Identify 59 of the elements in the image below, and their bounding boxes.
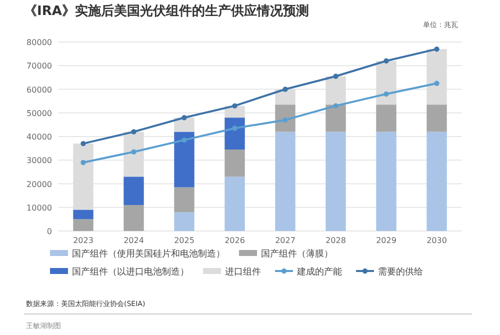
bar xyxy=(426,132,447,231)
y-tick-label: 30000 xyxy=(26,156,52,166)
legend-label: 建成的产能 xyxy=(296,266,342,278)
bar xyxy=(174,187,194,212)
y-tick-label: 60000 xyxy=(26,85,52,94)
point xyxy=(282,86,288,92)
bar xyxy=(174,118,194,132)
x-tick-label: 2028 xyxy=(326,236,346,245)
point xyxy=(182,115,187,120)
point xyxy=(131,149,136,154)
bar xyxy=(376,104,396,132)
chart-title: 《IRA》实施后美国光伏组件的生产供应情况预测 xyxy=(24,3,309,19)
y-tick-label: 0 xyxy=(46,227,52,236)
bar xyxy=(275,104,296,132)
point xyxy=(333,103,338,108)
legend-label: 进口组件 xyxy=(225,266,261,278)
x-tick-label: 2030 xyxy=(426,236,447,245)
x-tick-label: 2023 xyxy=(73,236,94,245)
point xyxy=(80,160,86,166)
x-tick-label: 2026 xyxy=(224,236,245,245)
y-tick-label: 40000 xyxy=(26,132,52,142)
bar xyxy=(174,212,194,231)
bar xyxy=(224,176,245,231)
bar xyxy=(326,104,346,132)
bar xyxy=(326,132,346,231)
point xyxy=(131,129,136,134)
point xyxy=(232,103,238,108)
y-tick-label: 80000 xyxy=(26,38,52,47)
x-tick-label: 2024 xyxy=(124,236,144,245)
bar xyxy=(376,132,396,231)
legend-label: 需要的供给 xyxy=(378,266,423,278)
bar xyxy=(224,118,245,150)
point xyxy=(384,91,389,97)
point xyxy=(182,137,187,143)
point xyxy=(434,46,440,52)
point xyxy=(434,80,440,86)
legend-label: 国产组件（以进口电池制造） xyxy=(72,266,189,278)
bar xyxy=(275,132,296,231)
point xyxy=(232,126,238,131)
y-tick-label: 70000 xyxy=(26,62,52,71)
y-tick-label: 50000 xyxy=(26,108,52,118)
bar xyxy=(124,176,144,206)
x-tick-label: 2027 xyxy=(275,236,296,245)
x-tick-label: 2029 xyxy=(376,236,396,245)
point xyxy=(384,58,389,64)
bar xyxy=(224,149,245,177)
bar xyxy=(124,205,144,231)
legend-label: 国产组件（薄膜） xyxy=(261,248,333,260)
bar xyxy=(73,210,94,220)
bar xyxy=(174,132,194,188)
bar xyxy=(426,104,447,132)
y-tick-label: 10000 xyxy=(26,203,52,212)
x-tick-label: 2025 xyxy=(174,236,194,245)
legend-label: 国产组件（使用美国硅片和电池制造） xyxy=(72,248,225,260)
point xyxy=(333,74,338,79)
point xyxy=(80,140,86,146)
y-tick-label: 20000 xyxy=(26,180,52,189)
bar xyxy=(73,219,94,231)
point xyxy=(282,117,288,123)
